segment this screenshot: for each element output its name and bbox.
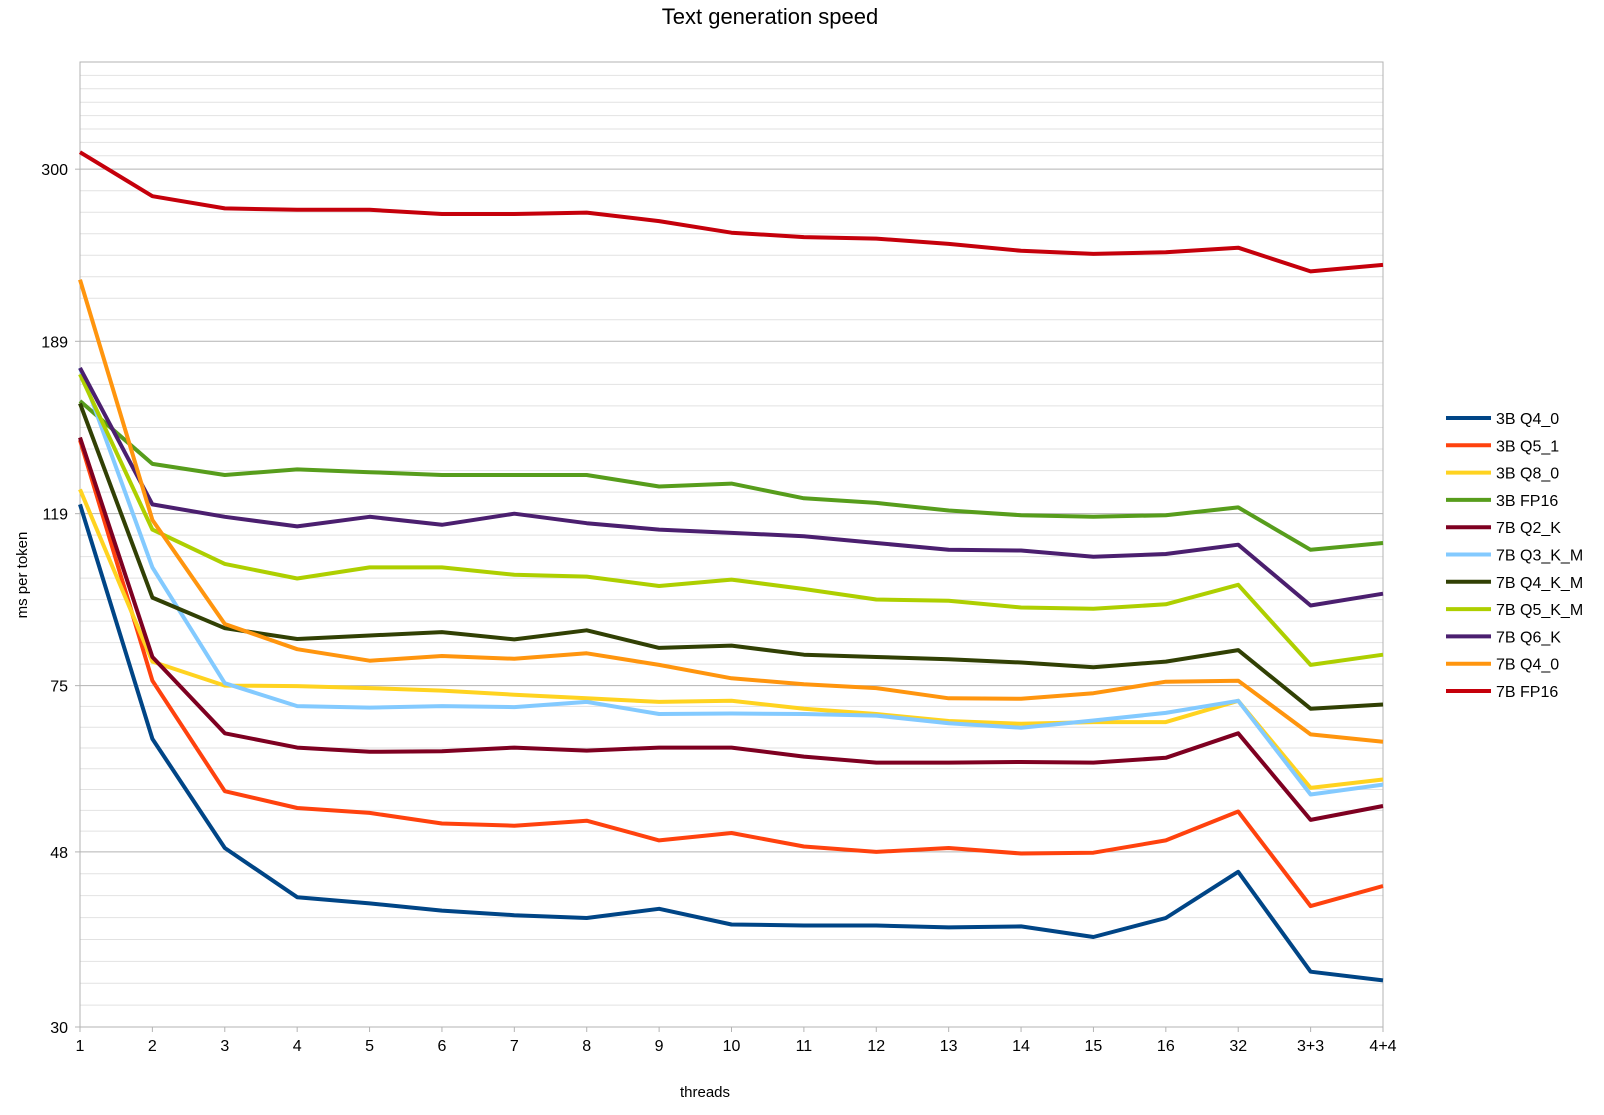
legend: 3B Q4_0 3B Q5_1 3B Q8_0 3B FP16 7B Q2_K 7B Q3… — [1446, 411, 1583, 701]
y-tick-label: 75 — [50, 679, 68, 696]
x-tick-label: 10 — [723, 1038, 741, 1055]
x-tick-label: 3 — [220, 1038, 229, 1055]
x-axis-label: threads — [680, 1084, 730, 1101]
legend-label-7b-q5-k-m: 7B Q5_K_M — [1496, 602, 1583, 619]
series-line-7b-q4-k-m — [78, 402, 1384, 711]
x-tick-label: 6 — [437, 1038, 446, 1055]
legend-label-3b-q8-0: 3B Q8_0 — [1496, 466, 1559, 483]
x-tick-label: 8 — [582, 1038, 591, 1055]
legend-label-7b-q2-k: 7B Q2_K — [1496, 520, 1561, 537]
x-tick-label: 4 — [293, 1038, 302, 1055]
x-tick-label: 9 — [655, 1038, 664, 1055]
series-line-7b-q2-k — [78, 436, 1384, 822]
series-line-3b-q5-1 — [78, 439, 1384, 909]
x-tick-label: 7 — [510, 1038, 519, 1055]
series-line-7b-fp16 — [78, 150, 1384, 274]
legend-label-3b-q4-0: 3B Q4_0 — [1496, 411, 1559, 428]
y-tick-label: 189 — [41, 334, 68, 351]
chart-title: Text generation speed — [662, 4, 879, 29]
series-line-7b-q6-k — [78, 366, 1384, 608]
x-tick-label: 12 — [867, 1038, 885, 1055]
y-tick-label: 48 — [50, 845, 68, 862]
x-tick-label: 11 — [796, 1038, 813, 1055]
series-line-7b-q3-k-m — [78, 367, 1384, 797]
x-tick-label: 16 — [1157, 1038, 1175, 1055]
series-line-7b-q5-k-m — [78, 373, 1384, 667]
series-line-3b-q4-0 — [78, 503, 1384, 983]
x-tick-label: 2 — [148, 1038, 157, 1055]
legend-label-3b-fp16: 3B FP16 — [1496, 493, 1558, 510]
legend-label-7b-fp16: 7B FP16 — [1496, 684, 1558, 701]
x-tick-label: 4+4 — [1369, 1038, 1396, 1055]
x-tick-label: 3+3 — [1297, 1038, 1324, 1055]
y-tick-label: 30 — [50, 1020, 68, 1037]
y-tick-label: 119 — [42, 507, 68, 524]
x-tick-label: 32 — [1229, 1038, 1247, 1055]
legend-label-3b-q5-1: 3B Q5_1 — [1496, 438, 1559, 455]
legend-label-7b-q6-k: 7B Q6_K — [1496, 629, 1561, 646]
series-line-7b-q4-0 — [78, 279, 1384, 744]
series-line-3b-q8-0 — [78, 488, 1384, 790]
y-axis-label: ms per token — [14, 532, 31, 619]
x-tick-label: 1 — [76, 1038, 85, 1055]
series-lines — [78, 150, 1384, 983]
series-line-3b-fp16 — [78, 399, 1384, 552]
x-tick-label: 15 — [1085, 1038, 1103, 1055]
legend-label-7b-q4-0: 7B Q4_0 — [1496, 657, 1559, 674]
legend-label-7b-q4-k-m: 7B Q4_K_M — [1496, 575, 1583, 592]
y-tick-label: 300 — [41, 162, 68, 179]
legend-label-7b-q3-k-m: 7B Q3_K_M — [1496, 548, 1583, 565]
x-tick-label: 13 — [940, 1038, 958, 1055]
x-tick-label: 14 — [1012, 1038, 1030, 1055]
x-tick-label: 5 — [365, 1038, 374, 1055]
